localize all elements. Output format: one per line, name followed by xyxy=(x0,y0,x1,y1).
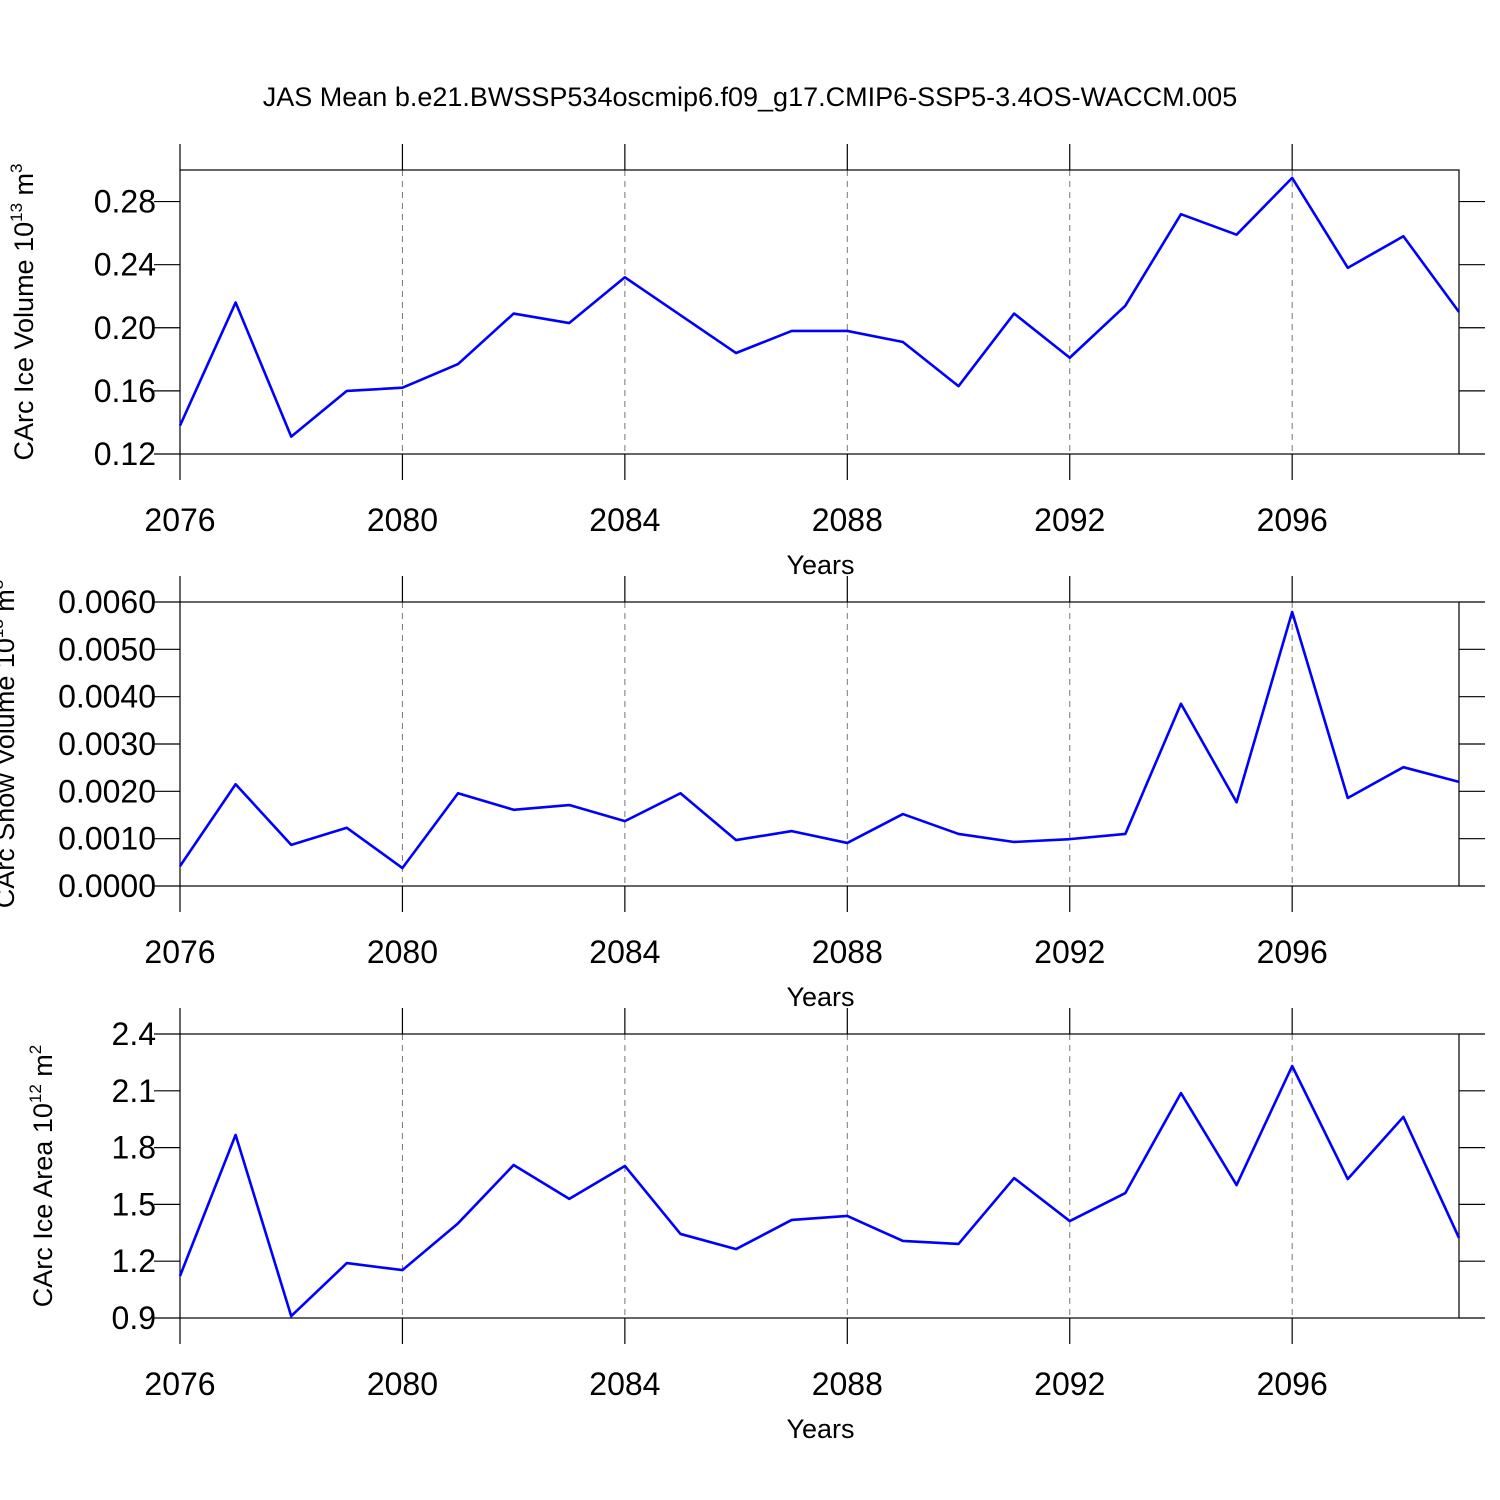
chart-title: JAS Mean b.e21.BWSSP534oscmip6.f09_g17.C… xyxy=(263,82,1237,112)
x-tick-label: 2092 xyxy=(1034,1366,1105,1402)
x-tick-label: 2084 xyxy=(589,934,660,970)
x-tick-label: 2088 xyxy=(812,934,883,970)
x-tick-label: 2092 xyxy=(1034,502,1105,538)
y-tick-label: 0.0020 xyxy=(58,773,156,809)
x-tick-label: 2076 xyxy=(144,502,215,538)
y-tick-label: 1.8 xyxy=(112,1130,156,1166)
x-axis-label: Years xyxy=(786,550,854,580)
x-tick-label: 2096 xyxy=(1257,934,1328,970)
y-axis-label-part: CArc Ice Volume 10 xyxy=(9,222,39,461)
y-axis-label-exponent: 3 xyxy=(7,163,26,172)
x-tick-label: 2092 xyxy=(1034,934,1105,970)
data-line xyxy=(178,610,1460,870)
y-tick-label: 1.2 xyxy=(112,1243,156,1279)
y-tick-label: 0.0050 xyxy=(58,631,156,667)
plot-frame xyxy=(179,1033,1460,1319)
plot-frame xyxy=(179,169,1460,455)
x-tick-label: 2080 xyxy=(367,1366,438,1402)
y-tick-label: 2.1 xyxy=(112,1073,156,1109)
y-tick-label: 0.0040 xyxy=(58,679,156,715)
y-tick-label: 0.9 xyxy=(112,1300,156,1336)
y-axis-label-exponent: 3 xyxy=(0,580,7,589)
y-axis-label-part: m xyxy=(9,173,39,203)
x-tick-label: 2076 xyxy=(144,1366,215,1402)
y-tick-label: 0.12 xyxy=(94,436,156,472)
x-tick-label: 2084 xyxy=(589,502,660,538)
plot-frame xyxy=(179,601,1460,887)
y-tick-label: 0.28 xyxy=(94,184,156,220)
x-tick-label: 2096 xyxy=(1257,1366,1328,1402)
x-tick-label: 2096 xyxy=(1257,502,1328,538)
y-axis-label-exponent: 12 xyxy=(26,1084,45,1103)
y-axis-label: CArc Snow Volume 1013 m3 xyxy=(0,580,20,909)
x-tick-label: 2088 xyxy=(812,1366,883,1402)
x-tick-label: 2076 xyxy=(144,934,215,970)
y-tick-label: 0.0010 xyxy=(58,821,156,857)
x-tick-label: 2080 xyxy=(367,934,438,970)
x-axis-label: Years xyxy=(786,1414,854,1444)
x-tick-label: 2088 xyxy=(812,502,883,538)
x-tick-label: 2080 xyxy=(367,502,438,538)
x-tick-label: 2084 xyxy=(589,1366,660,1402)
y-tick-label: 0.16 xyxy=(94,373,156,409)
y-tick-label: 0.0060 xyxy=(58,584,156,620)
y-tick-label: 0.24 xyxy=(94,247,156,283)
y-axis-label-part: CArc Snow Volume 10 xyxy=(0,638,20,908)
y-axis-label: CArc Ice Area 1012 m2 xyxy=(26,1045,58,1308)
x-axis-label: Years xyxy=(786,982,854,1012)
y-tick-label: 0.20 xyxy=(94,310,156,346)
y-tick-label: 0.0000 xyxy=(58,868,156,904)
y-tick-label: 2.4 xyxy=(112,1016,156,1052)
y-axis-label-exponent: 13 xyxy=(0,619,7,638)
y-axis-label-part: m xyxy=(0,589,20,619)
y-axis-label-exponent: 2 xyxy=(26,1045,45,1054)
y-axis-label: CArc Ice Volume 1013 m3 xyxy=(7,163,39,460)
y-tick-label: 0.0030 xyxy=(58,726,156,762)
y-axis-label-part: m xyxy=(28,1054,58,1084)
data-line xyxy=(178,1064,1461,1318)
y-axis-label-exponent: 13 xyxy=(7,203,26,222)
y-axis-label-part: CArc Ice Area 10 xyxy=(28,1103,58,1307)
y-tick-label: 1.5 xyxy=(112,1186,156,1222)
data-line xyxy=(178,176,1461,438)
